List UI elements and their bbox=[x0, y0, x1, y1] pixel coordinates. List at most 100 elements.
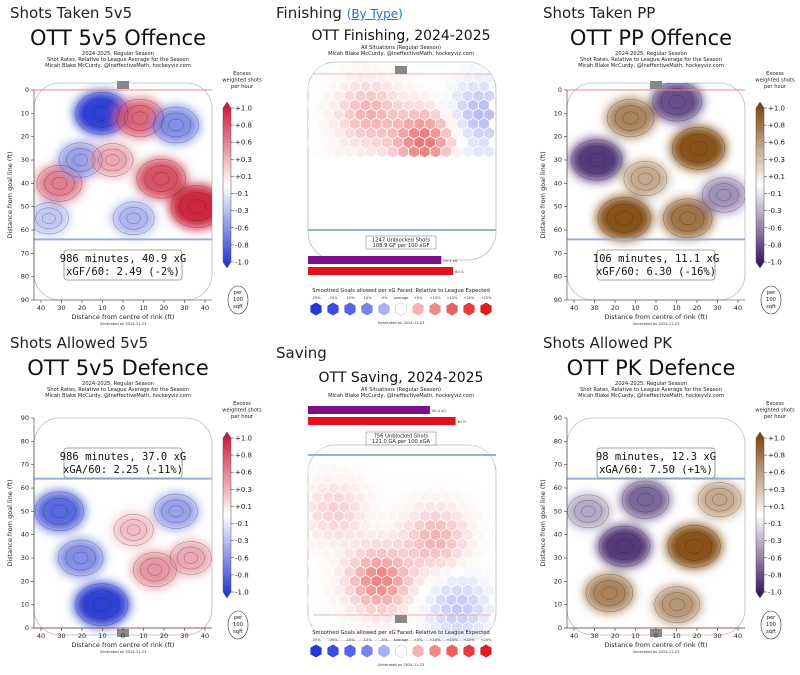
y-tick-label: 40 bbox=[21, 179, 29, 187]
contour-line bbox=[585, 574, 633, 612]
hex-cell bbox=[387, 90, 398, 102]
contour-line bbox=[170, 185, 212, 228]
hex-cell bbox=[425, 612, 436, 625]
hex-cell bbox=[360, 612, 371, 625]
hex-cell bbox=[478, 519, 489, 532]
chart-title: OTT PP Offence bbox=[570, 26, 732, 50]
hex-cell bbox=[468, 80, 478, 93]
y-tick-label: 90 bbox=[21, 296, 29, 304]
hex-cell bbox=[473, 510, 484, 522]
hex-cell bbox=[462, 146, 473, 158]
legend-tick-label: +10% bbox=[430, 296, 442, 300]
hex-cell bbox=[355, 547, 366, 559]
contour-line bbox=[615, 539, 633, 554]
y-tick-label: 30 bbox=[554, 156, 562, 164]
contour-line bbox=[152, 171, 170, 186]
contour-line bbox=[124, 105, 156, 131]
legend-tick-label: average bbox=[394, 638, 410, 642]
hex-cell bbox=[366, 529, 376, 541]
x-tick-label: 20 bbox=[611, 632, 619, 640]
contour-line bbox=[705, 487, 735, 512]
hex-cell bbox=[419, 547, 430, 559]
colorbar-tick-label: +1.0 bbox=[235, 435, 252, 443]
heat-blob bbox=[620, 479, 671, 520]
hex-cell bbox=[425, 99, 436, 111]
legend-title: Smoothed Goals allowed per xG Faced, Rel… bbox=[312, 630, 489, 636]
x-tick-label: 40 bbox=[734, 632, 742, 640]
contour-line bbox=[671, 205, 705, 232]
hex-cell bbox=[446, 463, 457, 476]
contour-line bbox=[120, 519, 147, 541]
hex-cell bbox=[452, 454, 462, 466]
y-tick-label: 70 bbox=[21, 461, 29, 469]
legend-hex bbox=[395, 302, 407, 316]
colorbar-tick-label: +0.1 bbox=[768, 173, 785, 181]
hex-cell bbox=[360, 136, 371, 149]
legend-tick-label: +5% bbox=[414, 296, 423, 300]
colorbar-title: Excess bbox=[766, 401, 784, 407]
by-type-link[interactable]: By Type bbox=[351, 7, 399, 21]
hex-cell bbox=[323, 510, 333, 522]
hex-cell bbox=[446, 501, 457, 513]
legend-hex bbox=[429, 302, 441, 316]
hex-cell bbox=[473, 127, 484, 139]
subtitle-description: Shot Rates, Relative to League Average f… bbox=[47, 57, 189, 63]
stat-xg-per-60: xGF/60: 6.30 (-16%) bbox=[596, 266, 716, 278]
hex-cell bbox=[371, 445, 382, 457]
hex-cell bbox=[457, 463, 468, 476]
heat-blob bbox=[666, 523, 723, 569]
hex-cell bbox=[371, 631, 382, 640]
section-label: Shots Taken PP bbox=[543, 4, 656, 22]
y-tick-label: 90 bbox=[554, 414, 562, 422]
hex-cell bbox=[425, 538, 436, 550]
hex-grid bbox=[308, 62, 495, 158]
legend-hex bbox=[446, 644, 458, 658]
y-tick-label: 70 bbox=[554, 461, 562, 469]
hex-cell bbox=[366, 622, 376, 634]
hex-cell bbox=[312, 108, 323, 121]
hex-cell bbox=[333, 584, 344, 597]
heatmap-area bbox=[34, 90, 212, 236]
hex-cell bbox=[355, 584, 366, 597]
subtitle-season: 2024-2025, Regular Season bbox=[82, 51, 154, 57]
subtitle-author: Micah Blake McCurdy, @IneffectiveMath, h… bbox=[328, 51, 474, 57]
y-tick-label: 80 bbox=[21, 273, 29, 281]
hex-cell bbox=[409, 566, 419, 578]
subtitle-author: Micah Blake McCurdy, @IneffectiveMath, h… bbox=[45, 393, 191, 399]
hex-cell bbox=[430, 454, 441, 466]
hex-cell bbox=[435, 538, 446, 550]
y-axis-label: Distance from goal line (ft) bbox=[6, 151, 14, 238]
panel-saving: Saving OTT Saving, 2024-2025 All Situatio… bbox=[266, 340, 532, 675]
hex-cell bbox=[355, 622, 366, 634]
hex-cell bbox=[360, 445, 371, 457]
hex-cell bbox=[452, 510, 462, 522]
contour-line bbox=[607, 532, 642, 561]
hex-cell bbox=[435, 594, 446, 606]
hex-cell bbox=[478, 118, 489, 130]
hex-cell bbox=[308, 519, 317, 532]
hex-cell bbox=[376, 127, 387, 139]
colorbar-tick-label: -1.0 bbox=[768, 589, 782, 597]
hex-cell bbox=[350, 501, 360, 513]
hex-cell bbox=[355, 566, 366, 578]
legend-tick-label: +25% bbox=[481, 296, 493, 300]
hex-cell bbox=[323, 622, 333, 634]
contour-line bbox=[667, 525, 721, 568]
hex-cell bbox=[425, 556, 436, 569]
hex-cell bbox=[398, 622, 409, 634]
hex-cell bbox=[328, 612, 339, 625]
hex-cell bbox=[371, 501, 382, 513]
contour-line bbox=[126, 212, 141, 225]
hex-cell bbox=[344, 622, 355, 634]
contour-line bbox=[593, 580, 626, 606]
legend-hex bbox=[412, 302, 424, 316]
heat-blob bbox=[34, 201, 70, 236]
x-tick-label: 10 bbox=[98, 304, 106, 312]
hex-cell bbox=[376, 547, 387, 559]
hex-cell bbox=[398, 473, 409, 485]
hex-cell bbox=[484, 529, 495, 541]
contour-line bbox=[615, 211, 634, 226]
contour-line bbox=[598, 525, 650, 567]
hex-cell bbox=[419, 71, 430, 83]
